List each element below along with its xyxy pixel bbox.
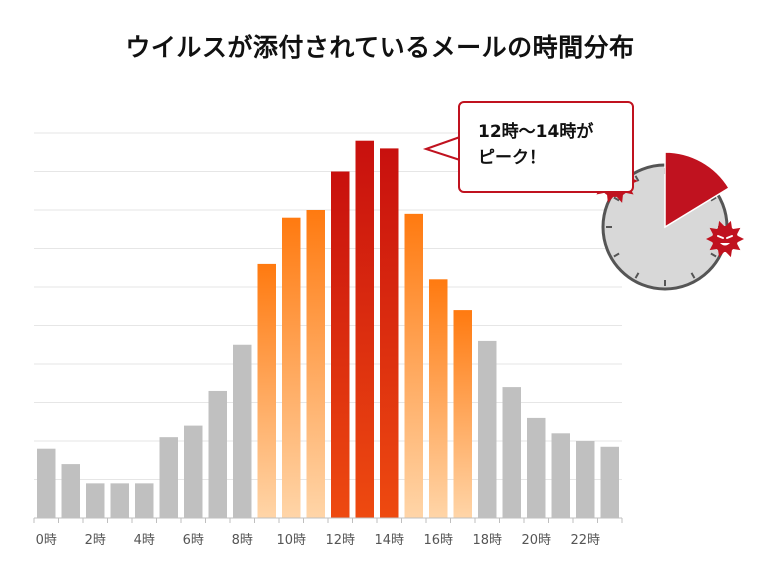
bar-20時: [527, 417, 546, 518]
bar-5時: [159, 437, 178, 518]
x-tick-label: 0時: [36, 533, 57, 548]
bar-10時: [282, 217, 301, 518]
bar-8時: [233, 344, 252, 518]
bar-13時: [355, 140, 374, 518]
clock-icon: [601, 151, 731, 291]
virus-icon: [706, 220, 744, 258]
bar-12時: [331, 171, 350, 518]
bar-6時: [184, 425, 203, 518]
bar-2時: [86, 483, 105, 518]
x-tick-label: 20時: [521, 533, 551, 548]
bars: [37, 140, 619, 518]
x-tick-label: 2時: [85, 533, 106, 548]
x-tick-label: 14時: [374, 533, 404, 548]
bar-18時: [478, 340, 497, 518]
x-tick-label: 6時: [183, 533, 204, 548]
bar-0時: [37, 448, 56, 518]
bar-16時: [429, 279, 448, 518]
peak-callout: 12時～14時が ピーク！: [458, 101, 634, 193]
bar-17時: [453, 310, 472, 518]
bar-7時: [208, 390, 227, 518]
bar-19時: [502, 387, 521, 518]
bar-4時: [135, 483, 154, 518]
callout-line-2: ピーク！: [478, 148, 546, 168]
bar-21時: [551, 433, 570, 518]
bar-22時: [576, 441, 595, 518]
callout-line-1: 12時～14時が: [478, 122, 594, 142]
x-tick-label: 12時: [325, 533, 355, 548]
x-tick-label: 18時: [472, 533, 502, 548]
bar-14時: [380, 148, 399, 518]
x-tick-label: 10時: [276, 533, 306, 548]
bar-23時: [600, 446, 619, 518]
bar-9時: [257, 263, 276, 518]
x-tick-label: 22時: [570, 533, 600, 548]
bar-3時: [110, 483, 129, 518]
chart-title: ウイルスが添付されているメールの時間分布: [125, 33, 635, 62]
bar-15時: [404, 213, 423, 518]
x-tick-label: 16時: [423, 533, 453, 548]
x-axis: 0時 2時 4時 6時 8時 10時 12時 14時 16時 18時 20時 22時: [33, 517, 623, 548]
bar-11時: [306, 210, 325, 518]
bar-1時: [61, 464, 80, 518]
x-tick-label: 8時: [232, 533, 253, 548]
x-tick-label: 4時: [134, 533, 155, 548]
